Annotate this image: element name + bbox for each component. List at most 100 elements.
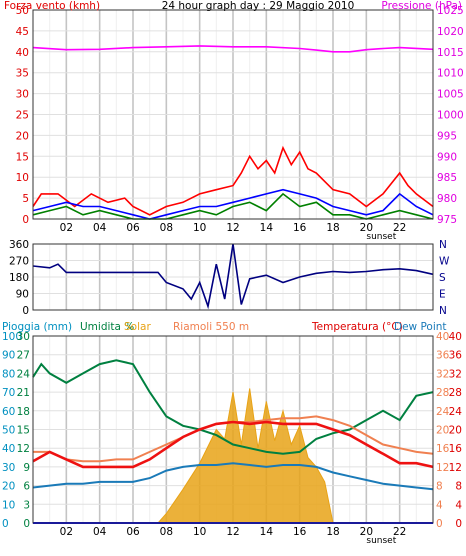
- humidity-left-tick: 6: [23, 481, 30, 493]
- wind-series-1-line: [32, 145, 434, 216]
- legend-entry: Dew Point: [394, 321, 447, 333]
- climate-x-tick: 10: [193, 526, 206, 538]
- direction-left-tick: 90: [16, 289, 29, 301]
- temp-right-tick-inner: 12: [436, 462, 449, 474]
- wind-series-2-line: [32, 188, 434, 220]
- wind-sunset-label: sunset: [366, 232, 396, 242]
- wind-x-tick: 14: [260, 222, 274, 234]
- wind-x-tick: 12: [226, 222, 239, 234]
- pressure-axis-label: Pressione (hPa): [381, 0, 462, 12]
- climate-series-4-line: [32, 462, 434, 491]
- wind-x-tick: 20: [360, 222, 373, 234]
- pressure-right-tick: 1015: [437, 47, 464, 59]
- climate-x-tick: 14: [260, 526, 274, 538]
- climate-x-tick: 18: [326, 526, 339, 538]
- rain-left-tick: 10: [2, 499, 15, 511]
- wind-left-tick: 15: [16, 151, 29, 163]
- direction-left-tick: 270: [9, 256, 29, 268]
- climate-sunset-label: sunset: [366, 536, 396, 546]
- humidity-left-tick: 15: [17, 425, 30, 437]
- temp-right-tick-inner: 20: [436, 425, 449, 437]
- temp-right-tick-inner: 4: [436, 499, 443, 511]
- wind-series-0-line: [32, 45, 434, 53]
- rain-left-tick: 90: [2, 350, 15, 362]
- direction-series-0-line: [32, 243, 434, 310]
- direction-left-tick: 360: [9, 239, 29, 251]
- temp-right-tick-outer: 4: [455, 499, 462, 511]
- temp-right-tick-inner: 32: [436, 368, 449, 380]
- pressure-right-tick: 1020: [437, 26, 464, 38]
- direction-compass-label: N: [439, 305, 447, 317]
- legend-entry: Temperatura (°C): [311, 321, 403, 333]
- humidity-left-tick: 9: [23, 462, 30, 474]
- temp-right-tick-inner: 0: [436, 518, 443, 530]
- temp-right-tick-outer: 36: [449, 350, 463, 362]
- temp-right-tick-outer: 28: [449, 387, 462, 399]
- climate-series-1-line: [32, 359, 434, 455]
- wind-left-tick: 30: [16, 89, 29, 101]
- wind-x-tick: 04: [93, 222, 107, 234]
- direction-compass-label: S: [439, 272, 446, 284]
- legend-entry: Umidita %: [80, 321, 134, 333]
- climate-x-tick: 04: [93, 526, 107, 538]
- wind-x-tick: 10: [193, 222, 206, 234]
- wind-x-tick: 06: [126, 222, 140, 234]
- humidity-left-tick: 12: [17, 443, 30, 455]
- pressure-right-tick: 1025: [437, 5, 464, 17]
- wind-x-tick: 22: [393, 222, 406, 234]
- rain-left-tick: 40: [2, 443, 15, 455]
- wind-left-tick: 20: [16, 130, 29, 142]
- climate-x-tick: 02: [60, 526, 73, 538]
- pressure-right-tick: 990: [437, 151, 457, 163]
- humidity-left-tick: 30: [17, 331, 30, 343]
- rain-left-tick: 50: [2, 425, 15, 437]
- temp-right-tick-outer: 16: [449, 443, 463, 455]
- pressure-right-tick: 1000: [437, 110, 464, 122]
- wind-left-tick: 40: [16, 47, 29, 59]
- climate-x-tick: 20: [360, 526, 373, 538]
- wind-panel-frame: [32, 9, 434, 220]
- wind-x-tick: 08: [160, 222, 173, 234]
- temp-right-tick-outer: 20: [449, 425, 462, 437]
- rain-left-tick: 60: [2, 406, 15, 418]
- temp-right-tick-inner: 8: [436, 481, 443, 493]
- temp-right-tick-outer: 0: [455, 518, 462, 530]
- climate-series-3-line: [32, 420, 434, 469]
- wind-left-tick: 5: [22, 193, 29, 205]
- temp-right-tick-inner: 36: [436, 350, 450, 362]
- pressure-right-tick: 1010: [437, 68, 464, 80]
- climate-x-tick: 06: [126, 526, 140, 538]
- direction-compass-label: W: [439, 256, 450, 268]
- temp-right-tick-outer: 8: [455, 481, 462, 493]
- pressure-right-tick: 1005: [437, 89, 464, 101]
- rain-left-tick: 30: [2, 462, 15, 474]
- wind-left-tick: 0: [22, 214, 29, 226]
- rain-left-tick: 80: [2, 368, 15, 380]
- legend-entry: Pioggia (mm): [2, 321, 72, 333]
- solar-area: [33, 388, 433, 524]
- pressure-right-tick: 995: [437, 130, 457, 142]
- humidity-left-tick: 18: [17, 406, 30, 418]
- wind-axis-label: Forza vento (kmh): [4, 0, 100, 12]
- climate-x-tick: 16: [293, 526, 307, 538]
- temp-right-tick-inner: 28: [436, 387, 449, 399]
- wind-x-tick: 02: [60, 222, 73, 234]
- humidity-left-tick: 3: [23, 499, 30, 511]
- temp-right-tick-outer: 40: [449, 331, 462, 343]
- legend-entry: Riamoli 550 m: [173, 321, 249, 333]
- wind-x-tick: 16: [293, 222, 307, 234]
- climate-x-tick: 08: [160, 526, 173, 538]
- rain-left-tick: 20: [2, 481, 15, 493]
- temp-right-tick-outer: 12: [449, 462, 462, 474]
- temp-right-tick-inner: 24: [436, 406, 450, 418]
- legend-entry: Solar: [124, 321, 151, 333]
- humidity-left-tick: 27: [17, 350, 30, 362]
- wind-x-tick: 18: [326, 222, 339, 234]
- rain-left-tick: 70: [2, 387, 15, 399]
- chart-title: 24 hour graph day : 29 Maggio 2010: [162, 0, 355, 12]
- temp-right-tick-outer: 24: [449, 406, 463, 418]
- wind-left-tick: 35: [16, 68, 29, 80]
- direction-compass-label: N: [439, 239, 447, 251]
- pressure-right-tick: 985: [437, 172, 457, 184]
